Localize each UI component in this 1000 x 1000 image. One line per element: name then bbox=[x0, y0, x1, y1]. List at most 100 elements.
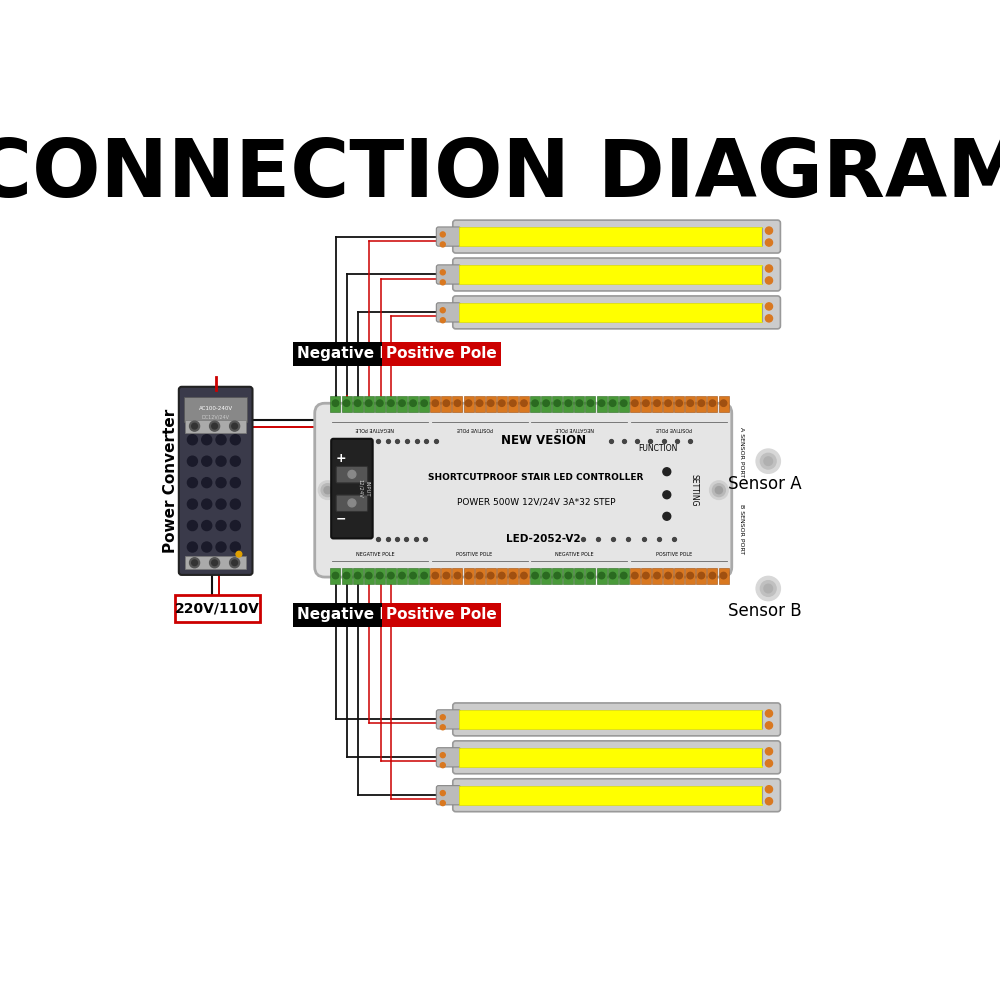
Circle shape bbox=[676, 400, 682, 406]
Circle shape bbox=[187, 499, 197, 509]
Circle shape bbox=[454, 400, 461, 406]
Bar bbox=[459, 710, 762, 729]
Circle shape bbox=[410, 572, 416, 579]
Bar bbox=[364, 396, 374, 412]
Circle shape bbox=[554, 400, 560, 406]
Bar bbox=[364, 568, 374, 584]
Circle shape bbox=[216, 521, 226, 531]
Bar bbox=[685, 396, 695, 412]
Circle shape bbox=[348, 499, 356, 507]
Circle shape bbox=[324, 487, 331, 494]
Text: SHORTCUTPROOF STAIR LED CONTROLLER: SHORTCUTPROOF STAIR LED CONTROLLER bbox=[428, 473, 644, 482]
Bar bbox=[486, 396, 496, 412]
Circle shape bbox=[230, 421, 240, 431]
Circle shape bbox=[760, 581, 776, 596]
Circle shape bbox=[532, 572, 538, 579]
Circle shape bbox=[720, 400, 727, 406]
Circle shape bbox=[343, 400, 350, 406]
Bar bbox=[397, 396, 407, 412]
Circle shape bbox=[230, 521, 240, 531]
Circle shape bbox=[190, 558, 200, 568]
Circle shape bbox=[487, 400, 494, 406]
Bar bbox=[459, 786, 762, 805]
Bar bbox=[486, 568, 496, 584]
Bar bbox=[452, 396, 462, 412]
Text: Positive Pole: Positive Pole bbox=[386, 607, 497, 622]
Circle shape bbox=[202, 456, 212, 466]
Text: +: + bbox=[336, 452, 347, 465]
FancyBboxPatch shape bbox=[336, 495, 368, 511]
Circle shape bbox=[756, 449, 780, 473]
Circle shape bbox=[621, 572, 627, 579]
Text: B SENSOR PORT: B SENSOR PORT bbox=[739, 504, 744, 554]
Bar bbox=[608, 568, 618, 584]
Bar bbox=[508, 568, 518, 584]
Text: LED-2052-V2: LED-2052-V2 bbox=[506, 534, 580, 544]
Circle shape bbox=[643, 400, 649, 406]
Circle shape bbox=[187, 435, 197, 445]
Bar bbox=[519, 396, 529, 412]
Bar bbox=[541, 396, 551, 412]
Circle shape bbox=[665, 572, 671, 579]
Bar bbox=[563, 396, 573, 412]
Bar bbox=[342, 568, 352, 584]
Circle shape bbox=[554, 572, 560, 579]
Bar bbox=[552, 396, 562, 412]
FancyBboxPatch shape bbox=[436, 227, 461, 246]
Bar bbox=[330, 568, 340, 584]
Circle shape bbox=[709, 400, 716, 406]
Bar bbox=[707, 396, 717, 412]
Circle shape bbox=[216, 435, 226, 445]
Circle shape bbox=[332, 572, 339, 579]
FancyBboxPatch shape bbox=[453, 779, 780, 812]
Bar bbox=[353, 568, 363, 584]
Circle shape bbox=[487, 572, 494, 579]
Bar bbox=[459, 265, 762, 284]
Circle shape bbox=[212, 560, 217, 566]
Bar bbox=[475, 396, 485, 412]
Bar bbox=[441, 396, 451, 412]
Bar bbox=[719, 568, 729, 584]
Circle shape bbox=[476, 572, 483, 579]
Circle shape bbox=[202, 542, 212, 552]
Circle shape bbox=[216, 542, 226, 552]
Bar bbox=[342, 396, 352, 412]
Circle shape bbox=[230, 456, 240, 466]
Circle shape bbox=[440, 763, 445, 768]
Circle shape bbox=[654, 400, 660, 406]
Circle shape bbox=[440, 791, 445, 796]
Circle shape bbox=[765, 227, 773, 234]
FancyBboxPatch shape bbox=[453, 258, 780, 291]
Bar bbox=[497, 396, 507, 412]
Circle shape bbox=[765, 798, 773, 805]
Circle shape bbox=[764, 584, 773, 593]
Text: DC12V/24V: DC12V/24V bbox=[202, 414, 230, 419]
Circle shape bbox=[712, 484, 725, 497]
Circle shape bbox=[232, 423, 237, 429]
Circle shape bbox=[366, 572, 372, 579]
Circle shape bbox=[654, 572, 660, 579]
Bar bbox=[674, 568, 684, 584]
Bar bbox=[459, 303, 762, 322]
Circle shape bbox=[756, 576, 780, 601]
Circle shape bbox=[187, 521, 197, 531]
Bar bbox=[597, 568, 607, 584]
Bar bbox=[430, 568, 440, 584]
FancyBboxPatch shape bbox=[453, 296, 780, 329]
FancyBboxPatch shape bbox=[331, 439, 373, 538]
Circle shape bbox=[202, 478, 212, 488]
Circle shape bbox=[190, 421, 200, 431]
Circle shape bbox=[377, 400, 383, 406]
Circle shape bbox=[510, 572, 516, 579]
Circle shape bbox=[399, 572, 405, 579]
Bar bbox=[375, 568, 385, 584]
Circle shape bbox=[687, 572, 693, 579]
Circle shape bbox=[598, 400, 605, 406]
Circle shape bbox=[665, 400, 671, 406]
Circle shape bbox=[443, 400, 450, 406]
Circle shape bbox=[377, 572, 383, 579]
Circle shape bbox=[765, 722, 773, 729]
Circle shape bbox=[765, 277, 773, 284]
Circle shape bbox=[440, 270, 445, 275]
FancyBboxPatch shape bbox=[436, 265, 461, 284]
